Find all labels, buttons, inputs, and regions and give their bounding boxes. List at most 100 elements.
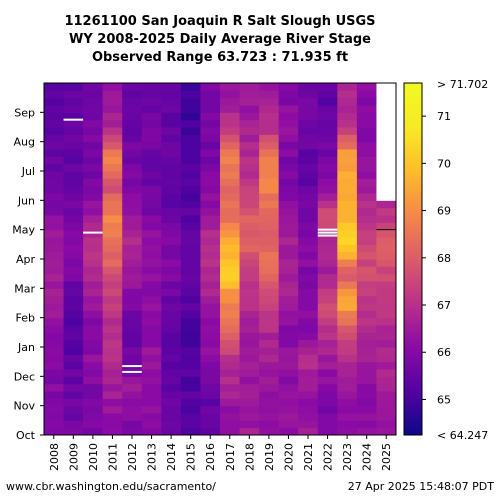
- heatmap-cell: [180, 383, 201, 392]
- heatmap-cell: [63, 273, 84, 282]
- heatmap-cell: [317, 310, 338, 319]
- heatmap-cell: [44, 295, 65, 304]
- heatmap-cell: [298, 317, 319, 326]
- heatmap-cell: [44, 405, 65, 414]
- heatmap-cell: [356, 200, 377, 209]
- y-tick-label: Sep: [14, 106, 35, 119]
- heatmap-cell: [161, 354, 182, 363]
- heatmap-cell: [63, 237, 84, 245]
- heatmap-cell: [239, 193, 260, 201]
- heatmap-cell: [141, 185, 162, 194]
- heatmap-cell: [356, 317, 377, 326]
- heatmap-cell: [298, 391, 319, 399]
- heatmap-cell: [278, 273, 299, 282]
- x-tick-label: 2010: [87, 443, 100, 471]
- heatmap-cell: [259, 310, 280, 319]
- heatmap-cell: [239, 266, 260, 275]
- heatmap-cell: [317, 383, 338, 392]
- heatmap-cell: [376, 405, 397, 414]
- heatmap-cell: [239, 251, 260, 260]
- heatmap-cell: [180, 303, 201, 311]
- heatmap-cell: [102, 427, 123, 436]
- heatmap-cell: [200, 361, 221, 370]
- heatmap-cell: [298, 405, 319, 414]
- heatmap-cell: [83, 105, 104, 113]
- heatmap-cell: [259, 112, 280, 121]
- heatmap-cell: [259, 193, 280, 201]
- heatmap-cell: [317, 427, 338, 436]
- heatmap-cell: [102, 237, 123, 245]
- heatmap-cell: [102, 127, 123, 135]
- heatmap-cell: [122, 266, 143, 275]
- heatmap-cell: [63, 427, 84, 436]
- heatmap-cell: [63, 171, 84, 179]
- heatmap-cell: [220, 134, 241, 143]
- heatmap-cell: [259, 149, 280, 157]
- heatmap-cell: [317, 237, 338, 245]
- heatmap-cell: [122, 207, 143, 216]
- heatmap-cell: [317, 339, 338, 348]
- heatmap-cell: [122, 127, 143, 135]
- y-tick-label: Aug: [14, 136, 35, 149]
- gap-markers: [63, 118, 396, 373]
- heatmap-cell: [376, 376, 397, 385]
- heatmap-cell: [83, 420, 104, 429]
- heatmap-cell: [337, 347, 358, 355]
- heatmap-cell: [317, 156, 338, 165]
- heatmap-cell: [63, 288, 84, 297]
- heatmap-cell: [83, 266, 104, 275]
- heatmap-cell: [141, 325, 162, 333]
- heatmap-cell: [141, 171, 162, 179]
- heatmap-cell: [298, 193, 319, 201]
- heatmap-cell: [180, 156, 201, 165]
- y-tick-label: Feb: [16, 312, 35, 325]
- heatmap-cell: [259, 222, 280, 231]
- heatmap-cell: [278, 105, 299, 113]
- missing-data-marker: [122, 365, 142, 368]
- heatmap-cell: [102, 112, 123, 121]
- heatmap-cell: [239, 112, 260, 121]
- heatmap-cell: [180, 347, 201, 355]
- heatmap-cell: [180, 391, 201, 399]
- heatmap-cell: [317, 288, 338, 297]
- heatmap-cell: [239, 207, 260, 216]
- heatmap-cell: [298, 259, 319, 267]
- heatmap-cell: [44, 427, 65, 436]
- heatmap-cell: [83, 163, 104, 172]
- heatmap-cell: [278, 200, 299, 209]
- colorbar-tick-label: 71: [437, 110, 451, 123]
- heatmap-cell: [317, 273, 338, 282]
- chart-title: 11261100 San Joaquin R Salt Slough USGS …: [64, 14, 375, 65]
- heatmap-cell: [337, 156, 358, 165]
- heatmap-cell: [63, 332, 84, 341]
- heatmap-cell: [122, 90, 143, 99]
- heatmap-cell: [220, 156, 241, 165]
- heatmap-cell: [317, 207, 338, 216]
- heatmap-cell: [200, 391, 221, 399]
- heatmap-cell: [141, 149, 162, 157]
- heatmap-cell: [180, 405, 201, 414]
- heatmap-cell: [83, 427, 104, 436]
- heatmap-cell: [161, 420, 182, 429]
- heatmap-cell: [278, 420, 299, 429]
- heatmap-cell: [102, 339, 123, 348]
- heatmap-cell: [220, 376, 241, 385]
- heatmap-cell: [63, 281, 84, 289]
- heatmap-cell: [220, 303, 241, 311]
- heatmap-cell: [180, 259, 201, 267]
- heatmap-cell: [63, 420, 84, 429]
- heatmap-cell: [200, 376, 221, 385]
- heatmap-cell: [83, 405, 104, 414]
- heatmap-cell: [298, 185, 319, 194]
- heatmap-cell: [317, 361, 338, 370]
- heatmap-cell: [63, 222, 84, 231]
- heatmap-cell: [239, 317, 260, 326]
- heatmap-cell: [278, 281, 299, 289]
- heatmap-cell: [278, 90, 299, 99]
- heatmap-cell: [317, 332, 338, 341]
- heatmap-cell: [161, 369, 182, 377]
- heatmap-cell: [317, 83, 338, 91]
- heatmap-cell: [122, 185, 143, 194]
- heatmap-cell: [239, 119, 260, 128]
- heatmap-cell: [180, 420, 201, 429]
